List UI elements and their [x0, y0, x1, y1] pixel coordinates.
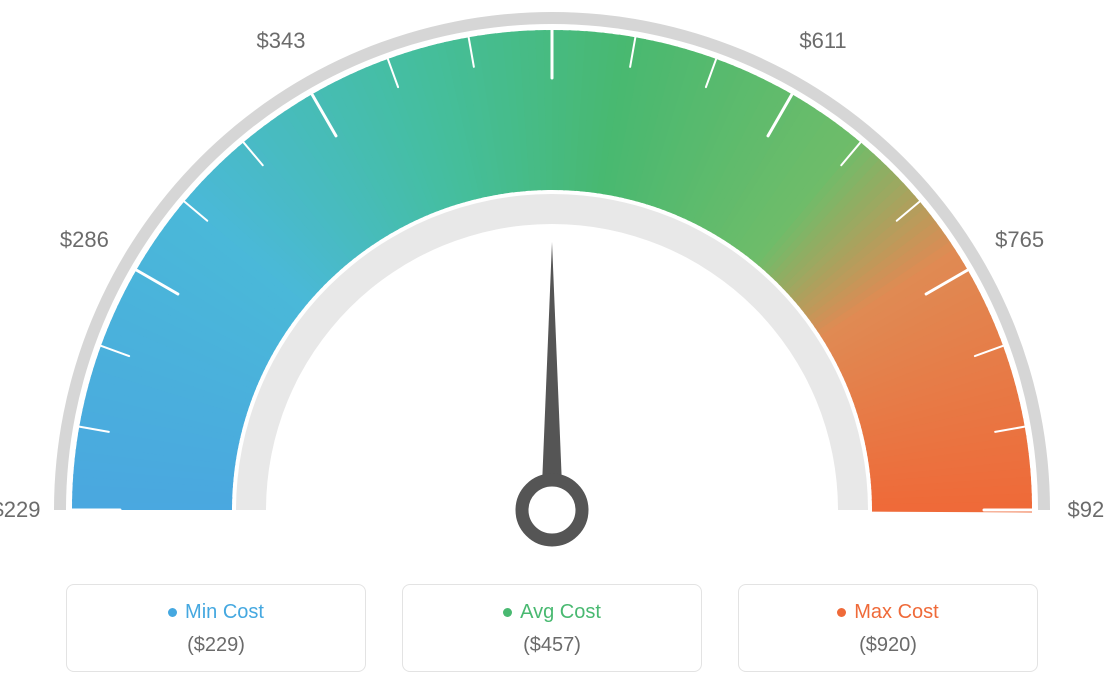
- legend-label: Avg Cost: [520, 601, 601, 624]
- dot-icon: [168, 608, 177, 617]
- legend-card-avg: Avg Cost ($457): [402, 584, 702, 672]
- legend-value: ($920): [749, 634, 1027, 657]
- gauge-tick-label: $765: [995, 227, 1044, 253]
- legend-title-max: Max Cost: [837, 601, 938, 624]
- gauge-tick-label: $611: [799, 28, 846, 54]
- gauge-tick-label: $343: [257, 28, 306, 54]
- gauge-tick-label: $286: [60, 227, 109, 253]
- gauge-svg: [0, 0, 1104, 560]
- legend-title-min: Min Cost: [168, 601, 264, 624]
- legend-title-avg: Avg Cost: [503, 601, 601, 624]
- legend-card-min: Min Cost ($229): [66, 584, 366, 672]
- legend-label: Max Cost: [854, 601, 938, 624]
- dot-icon: [503, 608, 512, 617]
- legend-label: Min Cost: [185, 601, 264, 624]
- gauge-tick-label: $457: [528, 0, 577, 3]
- dot-icon: [837, 608, 846, 617]
- legend-row: Min Cost ($229) Avg Cost ($457) Max Cost…: [0, 584, 1104, 672]
- gauge-tick-label: $920: [1068, 497, 1104, 523]
- legend-card-max: Max Cost ($920): [738, 584, 1038, 672]
- legend-value: ($229): [77, 634, 355, 657]
- gauge-tick-label: $229: [0, 497, 40, 523]
- legend-value: ($457): [413, 634, 691, 657]
- cost-gauge: $229 $286 $343 $457 $611 $765 $920: [0, 0, 1104, 560]
